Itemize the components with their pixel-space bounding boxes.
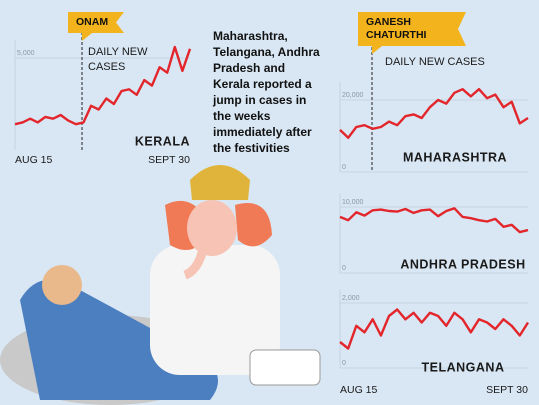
- x-tick-label: AUG 15: [340, 384, 378, 396]
- event-label: GANESH: [366, 16, 411, 28]
- subtitle: DAILY NEW: [88, 46, 148, 58]
- x-tick-label: SEPT 30: [486, 384, 528, 396]
- x-tick-label: AUG 15: [15, 154, 53, 166]
- caption-line: Telangana, Andhra: [213, 45, 320, 59]
- y-tick-label: 0: [342, 360, 346, 367]
- y-tick-label: 20,000: [342, 92, 364, 99]
- subtitle: CASES: [88, 61, 125, 73]
- caption-line: Maharashtra,: [213, 29, 288, 43]
- y-tick-label: 10,000: [342, 199, 364, 206]
- subtitle: DAILY NEW CASES: [385, 56, 485, 68]
- caption-line: jump in cases in: [212, 93, 306, 107]
- caption-line: Kerala reported a: [213, 77, 312, 91]
- data-line: [339, 207, 529, 234]
- y-tick-label: 2,000: [342, 295, 360, 302]
- caption-line: immediately after: [213, 125, 312, 139]
- chart-title: KERALA: [135, 134, 190, 148]
- chart-title: ANDHRA PRADESH: [400, 257, 525, 271]
- data-line: [339, 308, 530, 350]
- chart-title: MAHARASHTRA: [403, 150, 507, 164]
- data-line: [339, 88, 529, 139]
- caption-line: the weeks: [213, 109, 271, 123]
- caption-line: the festivities: [213, 141, 290, 155]
- caption-line: Pradesh and: [213, 61, 285, 75]
- y-tick-label: 5,000: [17, 50, 35, 57]
- data-line: [14, 45, 192, 126]
- y-tick-label: 0: [342, 265, 346, 272]
- chart-title: TELANGANA: [422, 360, 505, 374]
- y-tick-label: 0: [342, 164, 346, 171]
- event-label: ONAM: [76, 16, 108, 28]
- event-banner: [358, 12, 466, 54]
- event-banner: [68, 12, 124, 41]
- illustration: [0, 165, 321, 405]
- event-label: CHATURTHI: [366, 29, 427, 41]
- x-tick-label: SEPT 30: [148, 154, 190, 166]
